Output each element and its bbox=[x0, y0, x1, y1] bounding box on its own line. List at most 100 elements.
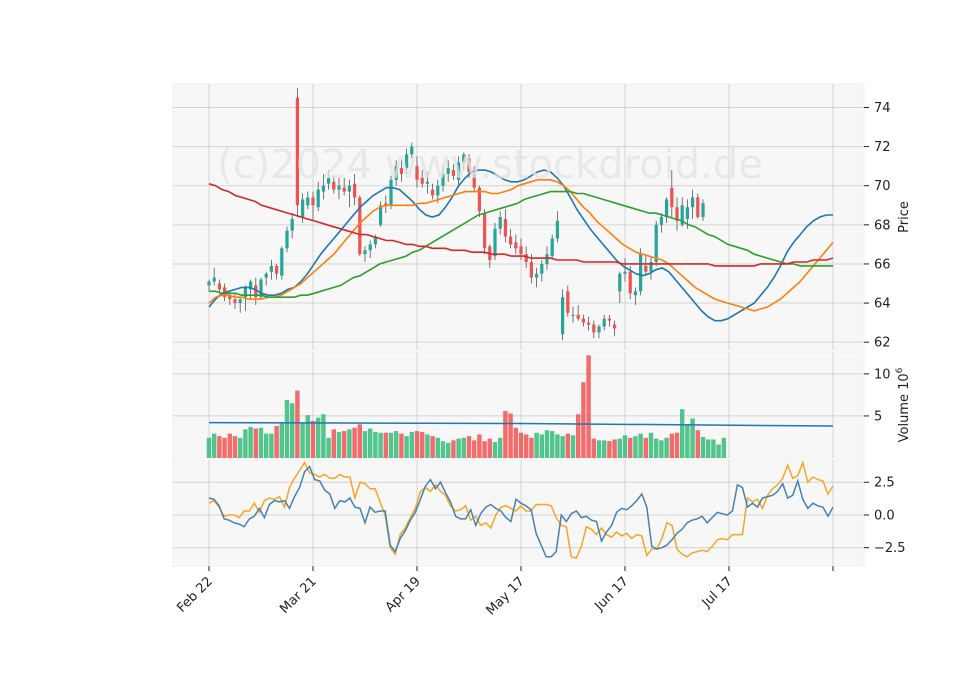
volume-bar-93 bbox=[690, 418, 695, 458]
candle-body-92 bbox=[685, 207, 690, 219]
indicator-ytick-label-0: −2.5 bbox=[874, 541, 906, 556]
volume-bar-65 bbox=[544, 430, 550, 458]
volume-bar-2 bbox=[217, 436, 222, 458]
volume-bar-35 bbox=[388, 432, 394, 458]
candle-body-25 bbox=[337, 185, 341, 190]
candle-body-88 bbox=[664, 199, 669, 217]
volume-bar-26 bbox=[341, 431, 347, 458]
candle-body-87 bbox=[659, 217, 664, 225]
candle-body-59 bbox=[514, 242, 518, 249]
volume-bar-70 bbox=[570, 435, 576, 458]
candle-body-62 bbox=[529, 261, 534, 278]
volume-bar-33 bbox=[378, 432, 383, 458]
candle-body-34 bbox=[384, 203, 388, 206]
candle-body-57 bbox=[503, 218, 508, 237]
volume-bar-32 bbox=[373, 431, 378, 458]
volume-bar-9 bbox=[253, 428, 259, 458]
candle-body-43 bbox=[430, 189, 435, 196]
candle-body-65 bbox=[545, 254, 549, 264]
candle-body-24 bbox=[332, 181, 336, 190]
candle-body-52 bbox=[477, 187, 482, 212]
price-panel: 62 64 66 68 70 72 74 Price bbox=[172, 83, 912, 351]
candle-body-41 bbox=[420, 177, 424, 184]
candle-body-21 bbox=[316, 189, 320, 208]
candle-body-94 bbox=[696, 197, 700, 217]
volume-bar-5 bbox=[232, 436, 238, 458]
volume-bar-27 bbox=[347, 429, 352, 458]
volume-bar-30 bbox=[362, 431, 368, 458]
candle-body-85 bbox=[649, 261, 653, 272]
candle-body-78 bbox=[612, 324, 617, 329]
price-ma-line-1 bbox=[208, 179, 834, 312]
volume-bar-88 bbox=[664, 437, 669, 458]
volume-bar-85 bbox=[648, 432, 654, 458]
volume-bar-94 bbox=[695, 430, 701, 458]
candle-body-28 bbox=[352, 183, 357, 198]
volume-bar-72 bbox=[581, 382, 586, 458]
candle-body-6 bbox=[238, 299, 242, 304]
volume-bar-8 bbox=[248, 426, 253, 458]
candle-body-29 bbox=[358, 197, 362, 255]
x-axis: Feb 22 Mar 21 Apr 19 May 17 Jun 17 Jul 17 bbox=[174, 566, 834, 618]
volume-bar-62 bbox=[529, 437, 534, 458]
volume-bar-31 bbox=[367, 428, 373, 458]
candle-body-48 bbox=[456, 162, 461, 180]
candle-body-27 bbox=[347, 185, 352, 192]
volume-bar-86 bbox=[653, 438, 659, 458]
candle-body-20 bbox=[311, 197, 315, 206]
price-background bbox=[172, 83, 865, 351]
volume-bar-15 bbox=[284, 399, 290, 458]
candle-body-72 bbox=[581, 318, 586, 323]
volume-bar-3 bbox=[222, 437, 227, 458]
volume-bar-25 bbox=[336, 431, 342, 458]
volume-bar-23 bbox=[326, 437, 331, 458]
candle-body-0 bbox=[207, 281, 211, 286]
candle-body-51 bbox=[472, 173, 476, 188]
candle-body-36 bbox=[394, 166, 398, 180]
volume-bar-47 bbox=[451, 440, 456, 458]
candle-body-19 bbox=[306, 197, 310, 206]
x-tick-label-2: Apr 19 bbox=[383, 574, 424, 615]
volume-bar-6 bbox=[237, 437, 243, 458]
candle-body-91 bbox=[680, 205, 684, 225]
volume-bar-82 bbox=[633, 436, 638, 458]
candle-body-70 bbox=[571, 314, 575, 316]
volume-bar-87 bbox=[659, 440, 664, 458]
candle-body-45 bbox=[441, 173, 445, 186]
candle-body-76 bbox=[602, 318, 606, 327]
volume-bar-56 bbox=[497, 437, 503, 458]
candle-body-95 bbox=[701, 203, 705, 217]
volume-bar-55 bbox=[492, 442, 498, 458]
volume-bar-29 bbox=[357, 424, 363, 458]
candle-body-33 bbox=[378, 205, 383, 225]
price-ytick-label-5: 72 bbox=[874, 140, 891, 155]
candle-body-16 bbox=[290, 218, 294, 231]
volume-bar-34 bbox=[383, 432, 389, 458]
volume-bar-68 bbox=[560, 436, 565, 458]
candle-body-40 bbox=[415, 166, 419, 180]
volume-bar-75 bbox=[596, 440, 602, 458]
volume-bar-52 bbox=[477, 434, 482, 458]
candle-body-14 bbox=[280, 248, 284, 276]
volume-bar-92 bbox=[685, 424, 690, 458]
indicator-ytick-label-2: 2.5 bbox=[874, 476, 895, 491]
candle-body-11 bbox=[264, 273, 268, 278]
candle-body-17 bbox=[295, 97, 300, 206]
price-ma-line-0 bbox=[208, 169, 833, 322]
candle-body-5 bbox=[233, 299, 237, 304]
volume-bar-90 bbox=[674, 432, 680, 458]
indicator-ytick-label-1: 0.0 bbox=[874, 508, 895, 523]
candle-body-50 bbox=[467, 158, 471, 173]
volume-bar-95 bbox=[700, 436, 706, 458]
candle-body-35 bbox=[389, 179, 393, 206]
volume-bar-14 bbox=[279, 422, 285, 458]
candle-body-30 bbox=[363, 250, 367, 255]
price-ylabel: Price bbox=[897, 201, 912, 233]
volume-bar-80 bbox=[622, 435, 628, 458]
indicator-panel: −2.5 0.0 2.5 bbox=[172, 459, 906, 567]
volume-bar-50 bbox=[466, 436, 472, 458]
candle-body-32 bbox=[373, 236, 378, 245]
candle-body-15 bbox=[285, 230, 289, 249]
